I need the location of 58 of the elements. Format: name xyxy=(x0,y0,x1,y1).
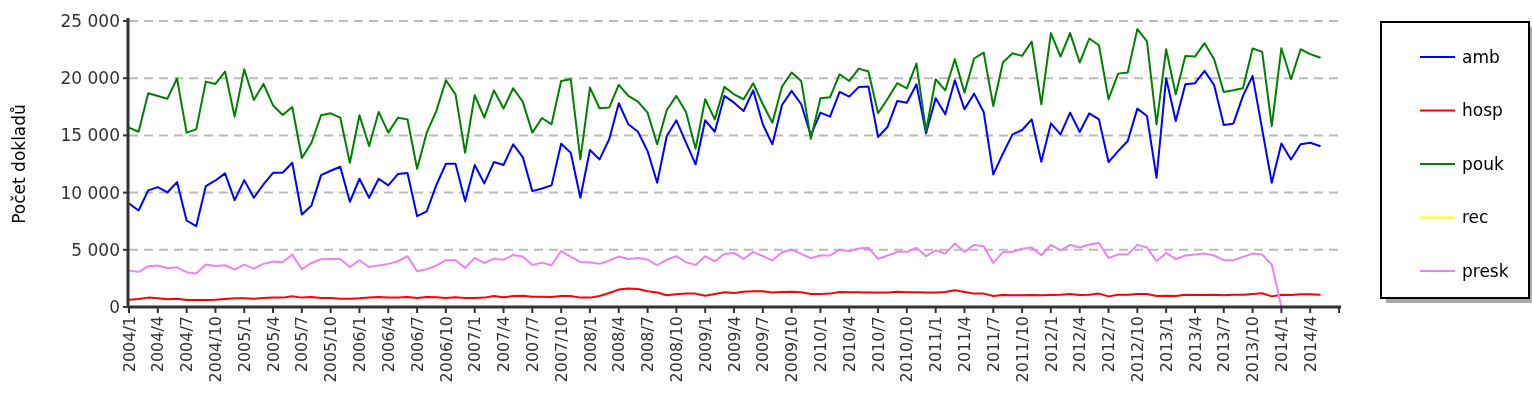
x-tick-label: 2011/10 xyxy=(1012,316,1032,383)
x-tick-label: 2013/4 xyxy=(1185,316,1205,373)
x-tick-label: 2008/4 xyxy=(609,316,629,373)
x-tick-label: 2009/1 xyxy=(695,316,715,373)
x-tick-label: 2008/10 xyxy=(666,316,686,383)
x-tick-label: 2005/7 xyxy=(292,316,312,373)
x-tick-label: 2010/7 xyxy=(868,316,888,373)
x-tick-label: 2014/4 xyxy=(1300,316,1320,373)
x-tick-label: 2008/7 xyxy=(638,316,658,373)
x-tick-label: 2012/10 xyxy=(1127,316,1147,383)
x-tick-label: 2011/1 xyxy=(926,316,946,373)
x-tick-label: 2004/4 xyxy=(148,316,168,373)
legend-label: amb xyxy=(1462,46,1500,67)
x-tick-label: 2007/10 xyxy=(551,316,571,383)
x-tick-label: 2009/7 xyxy=(753,316,773,373)
y-tick-label: 20 000 xyxy=(60,68,120,89)
x-tick-label: 2005/1 xyxy=(234,316,254,373)
x-tick-label: 2013/7 xyxy=(1214,316,1234,373)
x-tick-label: 2007/4 xyxy=(494,316,514,373)
x-tick-label: 2007/7 xyxy=(522,316,542,373)
x-tick-label: 2013/1 xyxy=(1156,316,1176,373)
x-tick-label: 2008/1 xyxy=(580,316,600,373)
x-tick-label: 2004/1 xyxy=(119,316,139,373)
legend-label: rec xyxy=(1462,207,1489,228)
x-tick-label: 2005/10 xyxy=(321,316,341,383)
x-tick-label: 2006/7 xyxy=(407,316,427,373)
y-tick-label: 25 000 xyxy=(60,10,120,31)
x-tick-label: 2004/10 xyxy=(206,316,226,383)
x-tick-label: 2012/4 xyxy=(1070,316,1090,373)
x-tick-label: 2005/4 xyxy=(263,316,283,373)
x-tick-label: 2007/1 xyxy=(465,316,485,373)
x-tick-label: 2010/10 xyxy=(897,316,917,383)
y-tick-label: 15 000 xyxy=(60,125,120,146)
y-tick-label: 10 000 xyxy=(60,182,120,203)
x-tick-label: 2010/1 xyxy=(811,316,831,373)
legend-label: hosp xyxy=(1462,100,1503,121)
x-tick-label: 2009/4 xyxy=(724,316,744,373)
line-series xyxy=(128,28,1321,170)
line-series xyxy=(128,69,1321,228)
legend-label: presk xyxy=(1462,260,1509,281)
x-tick-label: 2009/10 xyxy=(782,316,802,383)
x-tick-label: 2006/4 xyxy=(378,316,398,373)
y-tick-label: 5 000 xyxy=(71,239,120,260)
line-series xyxy=(128,241,1283,308)
y-axis-title: Počet dokladů xyxy=(9,104,29,224)
line-series xyxy=(128,287,1321,302)
x-tick-label: 2013/10 xyxy=(1243,316,1263,383)
legend-label: pouk xyxy=(1462,153,1504,174)
x-tick-label: 2012/1 xyxy=(1041,316,1061,373)
x-tick-label: 2006/10 xyxy=(436,316,456,383)
x-tick-label: 2006/1 xyxy=(350,316,370,373)
x-tick-label: 2010/4 xyxy=(839,316,859,373)
x-tick-label: 2014/1 xyxy=(1271,316,1291,373)
x-tick-label: 2011/4 xyxy=(955,316,975,373)
y-tick-label: 0 xyxy=(109,296,120,317)
x-tick-label: 2011/7 xyxy=(983,316,1003,373)
x-tick-label: 2004/7 xyxy=(177,316,197,373)
x-tick-label: 2012/7 xyxy=(1099,316,1119,373)
